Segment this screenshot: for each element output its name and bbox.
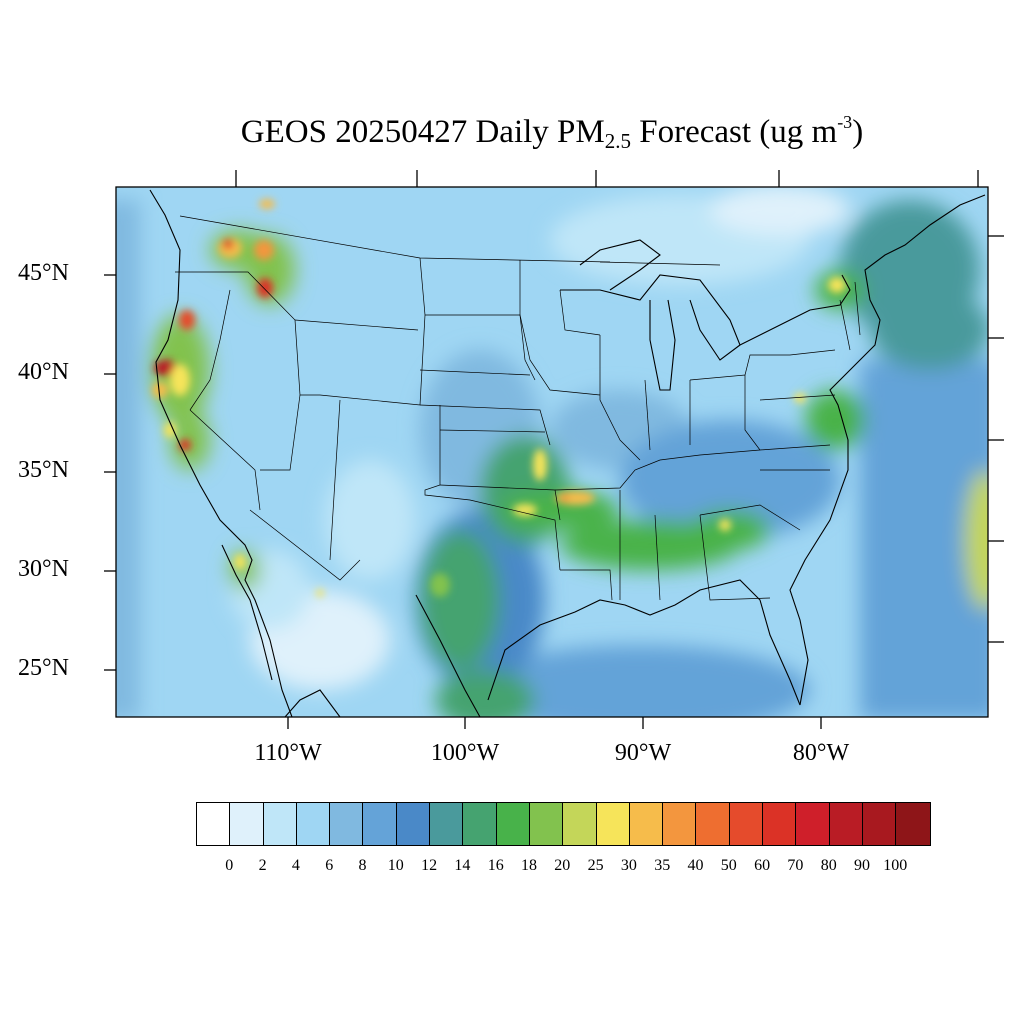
lat-label-25: 25°N — [18, 655, 69, 681]
colorbar-swatch — [296, 803, 331, 845]
colorbar-swatch — [829, 803, 863, 845]
colorbar-swatch — [463, 803, 497, 845]
lon-label-80w: 80°W — [792, 740, 850, 766]
colorbar — [196, 802, 931, 846]
pm25-hotspots — [152, 199, 846, 597]
colorbar-swatch — [197, 803, 231, 845]
state-borders — [175, 215, 861, 601]
lat-label-35: 35°N — [18, 457, 69, 483]
colorbar-swatch — [330, 803, 364, 845]
colorbar-swatch — [896, 803, 930, 845]
lon-label-110w: 110°W — [254, 740, 322, 766]
colorbar-tick-label: 50 — [720, 857, 737, 874]
colorbar-tick-label: 6 — [325, 857, 334, 874]
colorbar-swatch — [263, 803, 297, 845]
colorbar-swatch — [596, 803, 630, 845]
colorbar-swatch — [396, 803, 431, 845]
colorbar-swatch — [496, 803, 530, 845]
lat-label-40: 40°N — [18, 359, 69, 385]
colorbar-swatch — [629, 803, 664, 845]
colorbar-tick-label: 30 — [620, 857, 637, 874]
colorbar-tick-label: 18 — [521, 857, 537, 874]
colorbar-swatch — [529, 803, 564, 845]
colorbar-tick-label: 40 — [687, 857, 704, 874]
lon-label-100w: 100°W — [430, 740, 500, 766]
colorbar-tick-label: 60 — [754, 857, 771, 874]
colorbar-tick-label: 20 — [554, 857, 571, 874]
colorbar-swatch — [862, 803, 897, 845]
colorbar-tick-label: 16 — [487, 857, 504, 874]
colorbar-tick-label: 2 — [258, 857, 267, 874]
coastlines — [149, 189, 986, 717]
colorbar-tick-label: 4 — [291, 857, 300, 874]
map-frame — [115, 186, 989, 718]
lon-label-90w: 90°W — [614, 740, 672, 766]
colorbar-tick-label: 100 — [883, 857, 908, 874]
colorbar-swatch — [763, 803, 797, 845]
colorbar-tick-label: 10 — [387, 857, 404, 874]
colorbar-swatch — [430, 803, 464, 845]
colorbar-swatch — [729, 803, 764, 845]
colorbar-swatch — [363, 803, 397, 845]
colorbar-swatch — [663, 803, 697, 845]
colorbar-swatch — [230, 803, 264, 845]
colorbar-tick-label: 25 — [587, 857, 604, 874]
colorbar-tick-label: 35 — [654, 857, 671, 874]
colorbar-tick-label: 0 — [225, 857, 234, 874]
colorbar-swatch — [563, 803, 597, 845]
lat-label-30: 30°N — [18, 556, 69, 582]
colorbar-swatch — [796, 803, 830, 845]
pm25-field-smooth — [116, 187, 988, 717]
map-field — [116, 187, 988, 717]
colorbar-tick-label: 70 — [787, 857, 804, 874]
axis-ticks — [104, 170, 1004, 729]
colorbar-tick-label: 12 — [421, 857, 438, 874]
lat-label-45: 45°N — [18, 260, 69, 286]
colorbar-tick-label: 8 — [358, 857, 367, 874]
colorbar-swatch — [696, 803, 730, 845]
colorbar-tick-label: 90 — [854, 857, 870, 874]
colorbar-tick-label: 14 — [454, 857, 471, 874]
colorbar-tick-label: 80 — [820, 857, 837, 874]
map-title: GEOS 20250427 Daily PM2.5 Forecast (ug m… — [240, 112, 864, 153]
